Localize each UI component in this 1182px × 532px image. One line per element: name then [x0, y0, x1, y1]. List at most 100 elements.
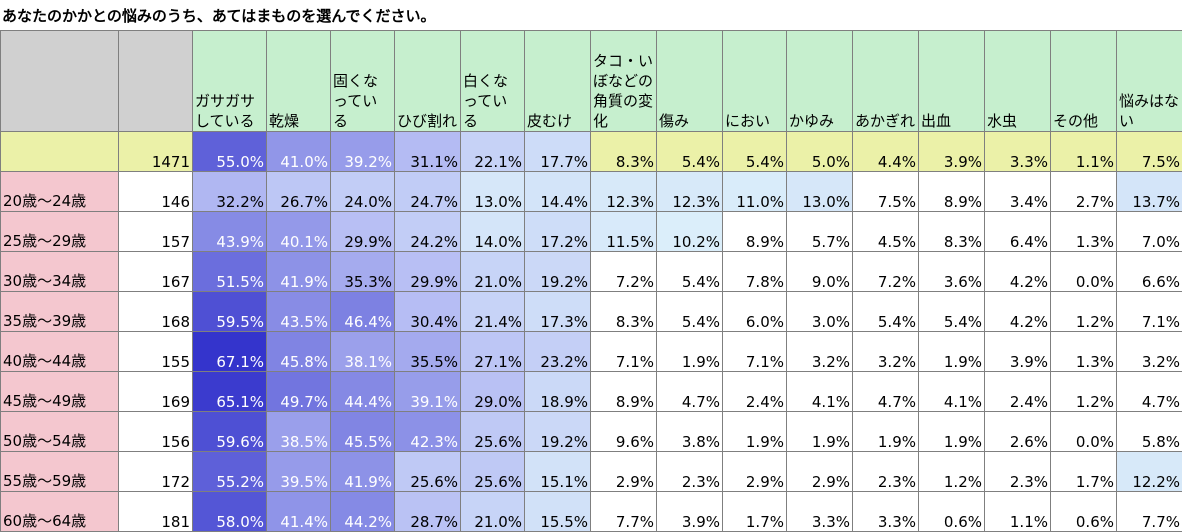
- sample-size: 172: [118, 451, 193, 492]
- data-cell: 2.9%: [786, 451, 853, 492]
- column-header: におい: [722, 30, 787, 132]
- data-cell: 51.5%: [192, 251, 267, 292]
- total-cell: 17.7%: [524, 131, 591, 172]
- column-header: あかぎれ: [852, 30, 919, 132]
- data-cell: 45.5%: [330, 411, 395, 452]
- data-cell: 2.6%: [984, 411, 1051, 452]
- data-cell: 18.9%: [524, 371, 591, 412]
- data-cell: 1.9%: [722, 411, 787, 452]
- data-cell: 49.7%: [266, 371, 331, 412]
- total-cell: 31.1%: [394, 131, 461, 172]
- total-cell: 3.3%: [984, 131, 1051, 172]
- data-cell: 59.5%: [192, 291, 267, 332]
- data-cell: 7.2%: [852, 251, 919, 292]
- data-cell: 44.4%: [330, 371, 395, 412]
- data-cell: 28.7%: [394, 491, 461, 532]
- data-cell: 13.0%: [786, 171, 853, 212]
- data-cell: 8.9%: [590, 371, 657, 412]
- data-cell: 29.9%: [394, 251, 461, 292]
- column-header: 出血: [918, 30, 985, 132]
- data-cell: 29.9%: [330, 211, 395, 252]
- total-cell: 4.4%: [852, 131, 919, 172]
- data-cell: 0.0%: [1050, 411, 1117, 452]
- data-cell: 13.7%: [1116, 171, 1182, 212]
- data-cell: 0.6%: [1050, 491, 1117, 532]
- header-corner: [0, 30, 119, 132]
- data-cell: 9.0%: [786, 251, 853, 292]
- data-cell: 6.0%: [722, 291, 787, 332]
- age-label: 30歳～34歳: [0, 251, 119, 292]
- data-cell: 7.1%: [590, 331, 657, 372]
- data-cell: 8.9%: [918, 171, 985, 212]
- data-cell: 35.3%: [330, 251, 395, 292]
- data-cell: 1.9%: [786, 411, 853, 452]
- column-header: かゆみ: [786, 30, 853, 132]
- data-cell: 41.4%: [266, 491, 331, 532]
- age-label: 40歳～44歳: [0, 331, 119, 372]
- total-cell: 55.0%: [192, 131, 267, 172]
- age-label: 50歳～54歳: [0, 411, 119, 452]
- data-cell: 40.1%: [266, 211, 331, 252]
- data-cell: 17.3%: [524, 291, 591, 332]
- data-cell: 17.2%: [524, 211, 591, 252]
- age-label: 60歳～64歳: [0, 491, 119, 532]
- table-row: 40歳～44歳 155 67.1% 45.8% 38.1% 35.5% 27.1% 23.2%…: [0, 331, 1182, 372]
- column-header: 悩みはない: [1116, 30, 1182, 132]
- column-header: その他: [1050, 30, 1117, 132]
- column-header: 水虫: [984, 30, 1051, 132]
- column-header: タコ・いぼなどの角質の変化: [590, 30, 657, 132]
- data-cell: 30.4%: [394, 291, 461, 332]
- data-cell: 41.9%: [330, 451, 395, 492]
- data-cell: 7.5%: [852, 171, 919, 212]
- data-cell: 14.0%: [460, 211, 525, 252]
- data-cell: 8.9%: [722, 211, 787, 252]
- data-cell: 4.1%: [918, 371, 985, 412]
- data-cell: 38.5%: [266, 411, 331, 452]
- data-cell: 5.8%: [1116, 411, 1182, 452]
- data-cell: 1.3%: [1050, 211, 1117, 252]
- data-cell: 65.1%: [192, 371, 267, 412]
- data-cell: 44.2%: [330, 491, 395, 532]
- data-cell: 15.5%: [524, 491, 591, 532]
- sample-size: 167: [118, 251, 193, 292]
- data-cell: 3.2%: [786, 331, 853, 372]
- age-label: 45歳～49歳: [0, 371, 119, 412]
- total-cell: 22.1%: [460, 131, 525, 172]
- total-cell: 7.5%: [1116, 131, 1182, 172]
- data-cell: 0.6%: [918, 491, 985, 532]
- data-cell: 7.7%: [1116, 491, 1182, 532]
- data-cell: 21.4%: [460, 291, 525, 332]
- data-cell: 25.6%: [460, 451, 525, 492]
- column-header: 乾燥: [266, 30, 331, 132]
- data-cell: 3.3%: [786, 491, 853, 532]
- data-cell: 13.0%: [460, 171, 525, 212]
- sample-size: 169: [118, 371, 193, 412]
- table-row: 55歳～59歳 172 55.2% 39.5% 41.9% 25.6% 25.6% 15.1%…: [0, 451, 1182, 492]
- data-cell: 14.4%: [524, 171, 591, 212]
- data-cell: 41.9%: [266, 251, 331, 292]
- data-cell: 4.7%: [852, 371, 919, 412]
- sample-size: 146: [118, 171, 193, 212]
- data-cell: 19.2%: [524, 411, 591, 452]
- data-cell: 23.2%: [524, 331, 591, 372]
- sample-size: 181: [118, 491, 193, 532]
- data-cell: 2.9%: [590, 451, 657, 492]
- data-cell: 19.2%: [524, 251, 591, 292]
- data-cell: 4.1%: [786, 371, 853, 412]
- data-cell: 4.2%: [984, 251, 1051, 292]
- data-cell: 7.8%: [722, 251, 787, 292]
- data-cell: 1.9%: [656, 331, 723, 372]
- column-header: 傷み: [656, 30, 723, 132]
- data-cell: 1.7%: [722, 491, 787, 532]
- data-cell: 26.7%: [266, 171, 331, 212]
- data-cell: 2.7%: [1050, 171, 1117, 212]
- data-cell: 1.7%: [1050, 451, 1117, 492]
- table-row: 30歳～34歳 167 51.5% 41.9% 35.3% 29.9% 21.0% 19.2%…: [0, 251, 1182, 292]
- data-cell: 7.0%: [1116, 211, 1182, 252]
- data-cell: 1.3%: [1050, 331, 1117, 372]
- data-cell: 3.8%: [656, 411, 723, 452]
- data-cell: 3.3%: [852, 491, 919, 532]
- column-header: ガサガサしている: [192, 30, 267, 132]
- column-header: ひび割れ: [394, 30, 461, 132]
- total-cell: 8.3%: [590, 131, 657, 172]
